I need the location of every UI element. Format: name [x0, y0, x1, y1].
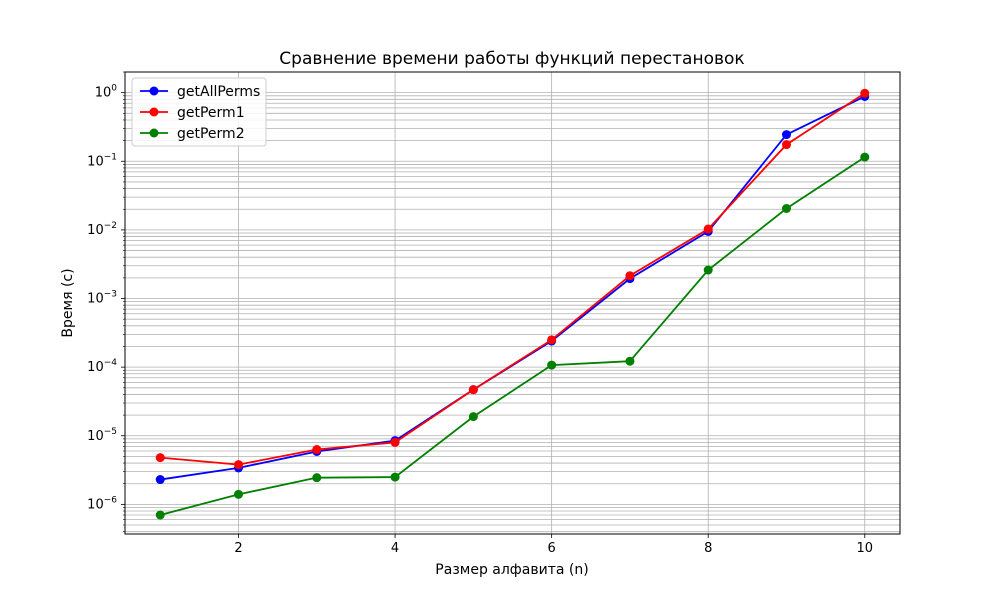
x-tick-label: 8	[704, 541, 712, 556]
x-tick-label: 6	[548, 541, 556, 556]
legend-marker-getAllPerms	[149, 86, 159, 96]
y-tick-exponent: −1	[104, 152, 117, 162]
series-line-getAllPerms	[160, 95, 866, 481]
y-tick-label: 10−2	[87, 221, 117, 238]
y-tick-base: 10	[87, 360, 104, 375]
y-tick-label: 10−3	[87, 290, 117, 307]
data-point-getAllPerms	[781, 130, 791, 140]
x-tick-label: 2	[234, 541, 242, 556]
legend-label-getAllPerms: getAllPerms	[177, 84, 260, 100]
data-point-getPerm1	[703, 224, 713, 234]
data-point-getPerm1	[468, 385, 478, 395]
y-tick-label: 100	[95, 84, 118, 101]
legend: getAllPerms getPerm1 getPerm2	[131, 77, 267, 147]
legend-label-getPerm2: getPerm2	[177, 126, 245, 142]
data-point-getAllPerms	[155, 475, 165, 485]
data-point-getPerm2	[312, 473, 322, 483]
y-tick-label: 10−4	[87, 358, 117, 375]
data-point-getPerm2	[468, 412, 478, 422]
data-point-getPerm1	[860, 88, 870, 98]
y-tick-base: 10	[87, 154, 104, 169]
y-tick-exponent: −4	[104, 358, 118, 368]
series-line-getPerm1	[160, 92, 866, 466]
series-layer	[155, 88, 870, 520]
y-tick-base: 10	[95, 86, 112, 101]
x-tick-label: 10	[856, 541, 873, 556]
data-point-getPerm2	[703, 265, 713, 275]
data-point-getPerm1	[390, 437, 400, 447]
data-point-getPerm1	[547, 335, 557, 345]
legend-box	[131, 77, 267, 147]
y-tick-exponent: −3	[104, 290, 117, 300]
legend-marker-getPerm1	[149, 107, 159, 117]
series-line-getPerm2	[159, 156, 866, 516]
data-point-getPerm2	[234, 489, 244, 499]
x-tick-label: 4	[391, 541, 399, 556]
x-axis-label: Размер алфавита (n)	[435, 562, 588, 578]
y-tick-label: 10−6	[87, 495, 117, 512]
data-point-getPerm1	[312, 445, 322, 455]
data-point-getPerm2	[155, 510, 165, 520]
plot-frame	[124, 71, 901, 535]
y-tick-exponent: −6	[104, 495, 118, 505]
data-point-getPerm2	[860, 152, 870, 162]
data-point-getPerm2	[390, 472, 400, 482]
data-point-getPerm1	[155, 453, 165, 463]
y-tick-label: 10−5	[87, 427, 117, 444]
y-tick-exponent: −5	[104, 427, 117, 437]
data-point-getPerm2	[781, 204, 791, 214]
y-tick-base: 10	[87, 223, 104, 238]
y-tick-label: 10−1	[87, 152, 117, 169]
data-point-getPerm2	[547, 360, 557, 370]
data-point-getPerm1	[625, 271, 635, 281]
y-tick-exponent: 0	[111, 84, 117, 94]
data-point-getPerm1	[781, 140, 791, 150]
y-tick-exponent: −2	[104, 221, 117, 231]
grid	[125, 71, 900, 534]
y-tick-base: 10	[87, 497, 104, 512]
data-point-getPerm2	[625, 356, 635, 366]
y-tick-base: 10	[87, 429, 104, 444]
legend-marker-getPerm2	[149, 128, 159, 138]
y-tick-base: 10	[87, 292, 104, 307]
data-point-getPerm1	[234, 460, 244, 470]
chart-title: Сравнение времени работы функций переста…	[279, 49, 744, 69]
legend-label-getPerm1: getPerm1	[177, 105, 245, 121]
y-axis-label: Время (с)	[60, 268, 76, 337]
